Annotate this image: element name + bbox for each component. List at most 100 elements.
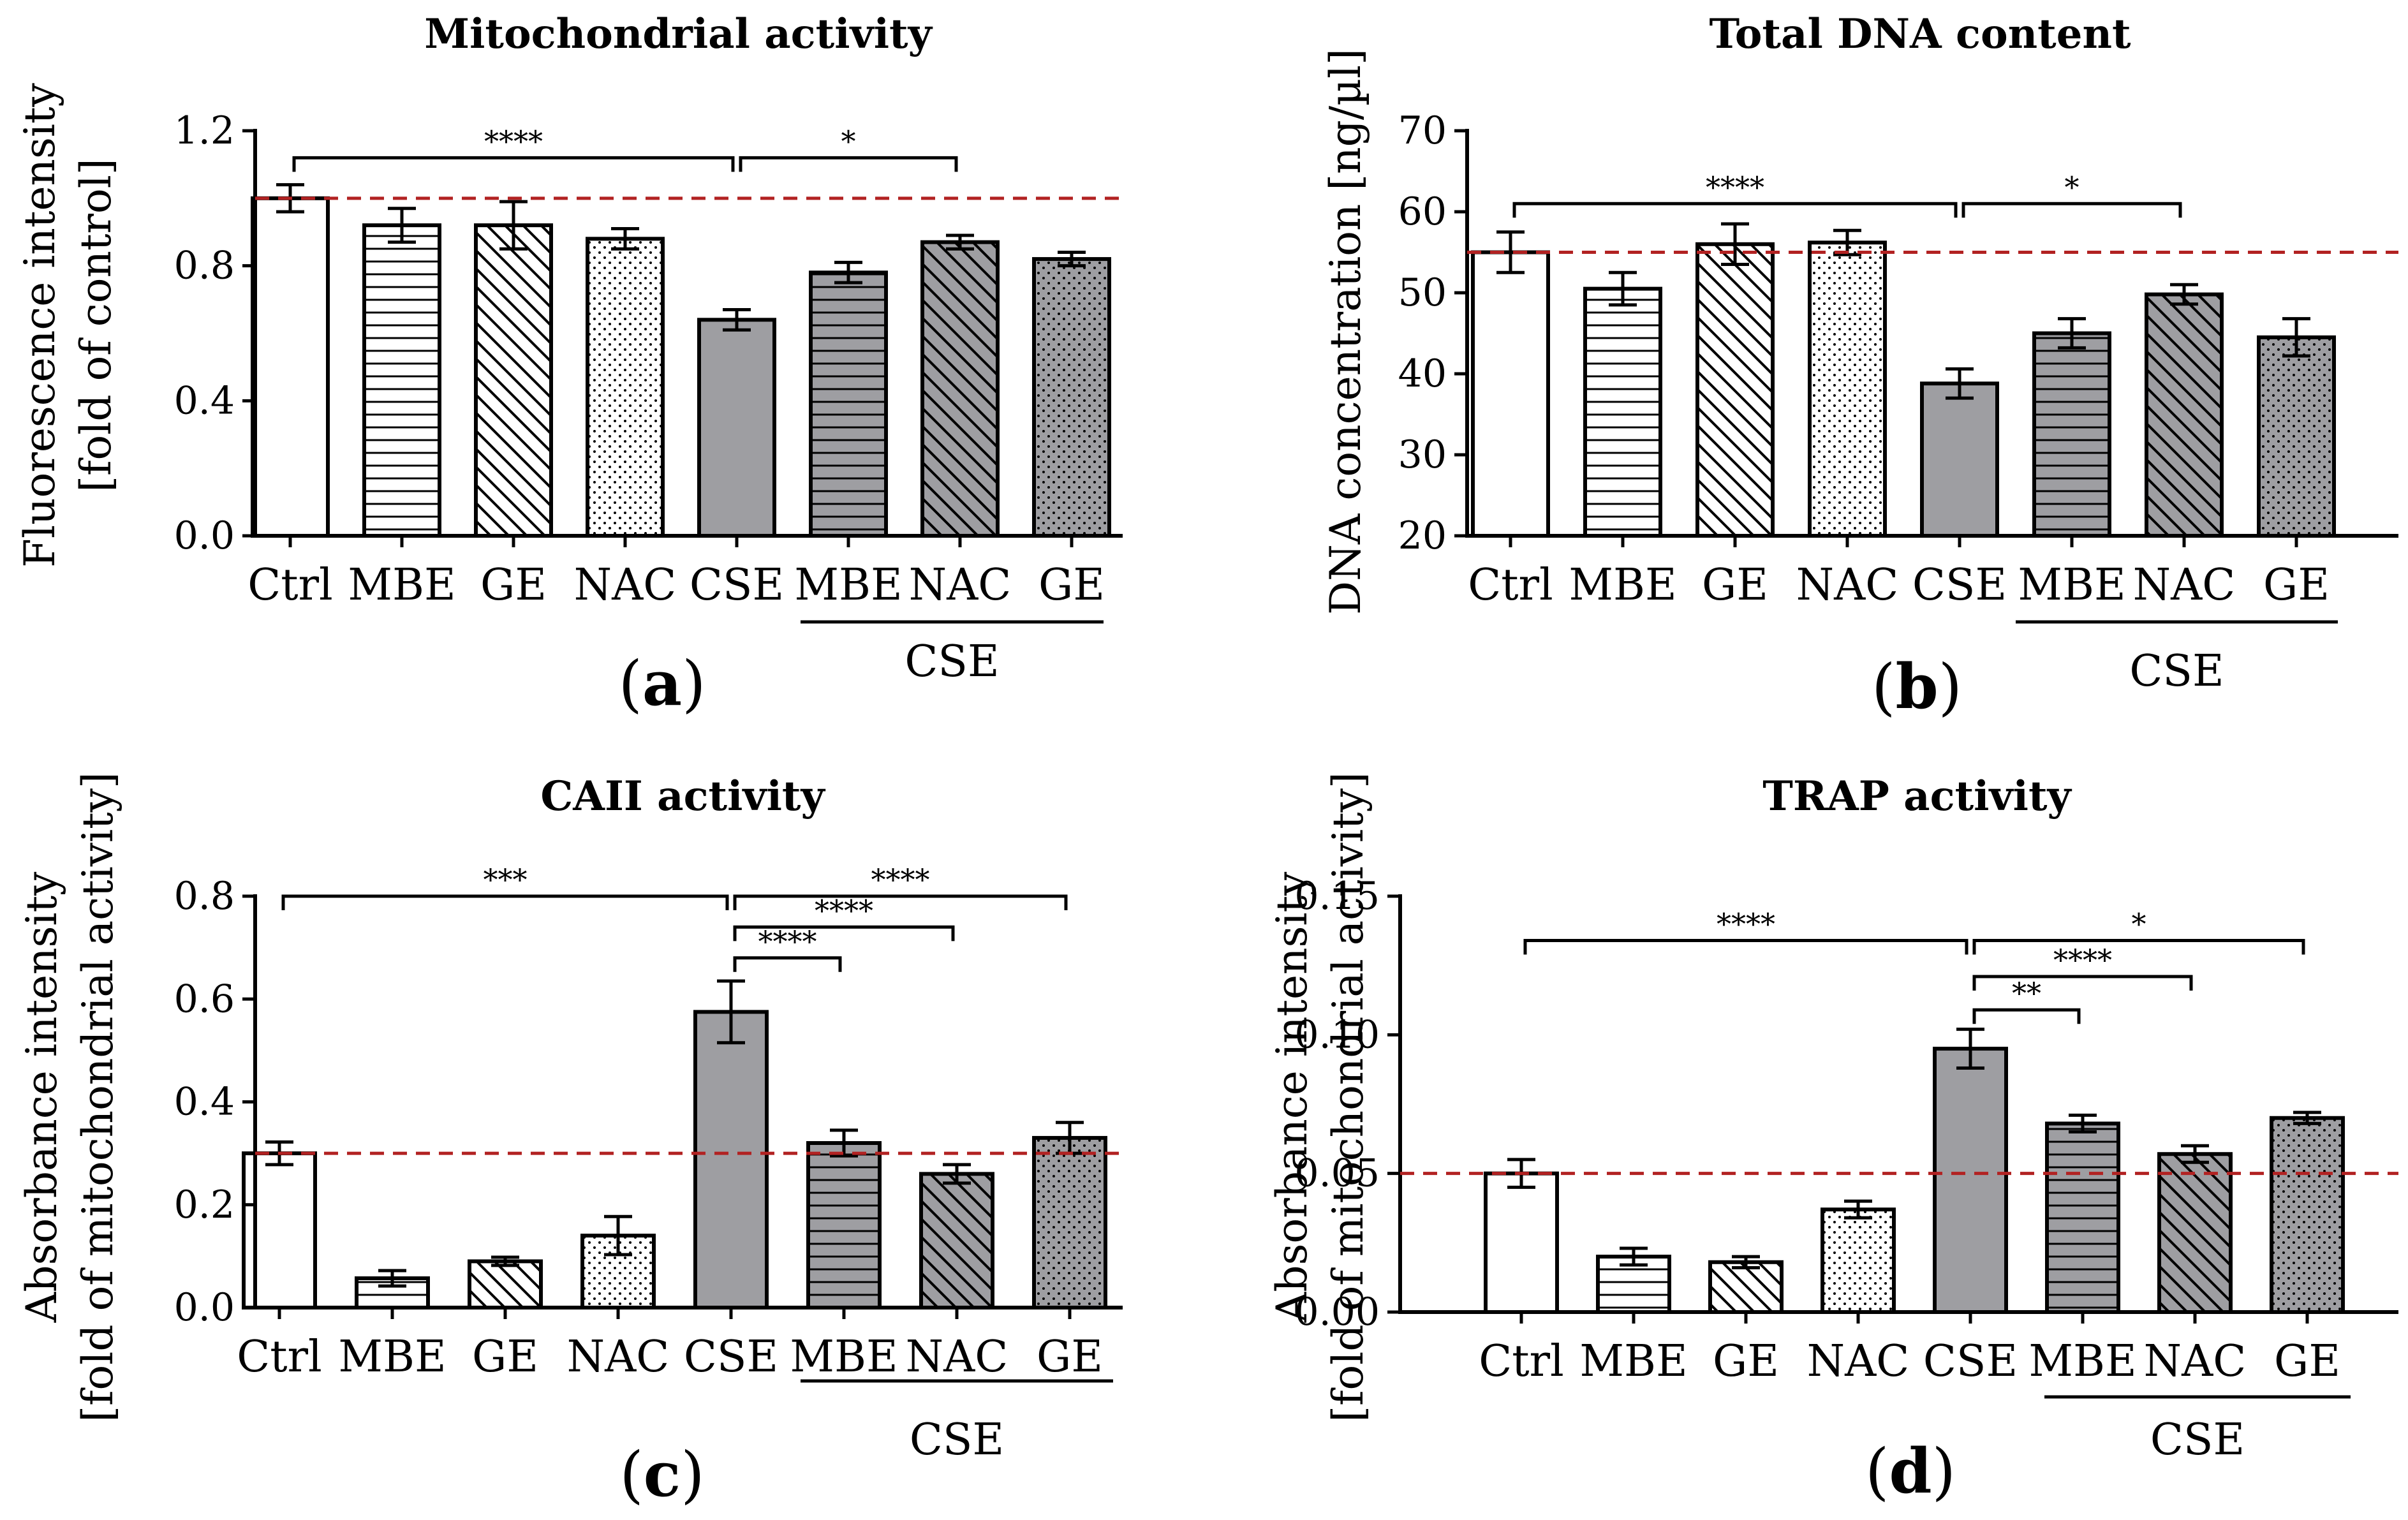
bar-pattern [1710, 1262, 1782, 1312]
x-tick-label: CSE [684, 1332, 778, 1382]
bar-pattern [2159, 1154, 2231, 1312]
x-tick-label: MBE [2028, 1336, 2136, 1387]
bar-pattern [1822, 1209, 1894, 1312]
bar-pattern [2146, 294, 2222, 536]
x-tick-label: NAC [2144, 1336, 2247, 1387]
bar-cse [1935, 1049, 2006, 1312]
bar-cse [1922, 383, 1997, 536]
bar-pattern [808, 1143, 880, 1308]
bar-pattern [364, 225, 439, 536]
bar-ctrl [1473, 252, 1548, 536]
x-tick-label: MBE [338, 1332, 446, 1382]
chart-d-plot: Ctrl MBE GE NAC CSE MBE NAC GE0.000.050.100.15*… [1294, 874, 2398, 1465]
x-tick-label: CSE [1912, 560, 2007, 610]
chart-b-ylabel: DNA concentration [ng/µl] [1321, 48, 1370, 615]
significance-label: *** [484, 862, 528, 897]
bar-pattern [469, 1261, 541, 1308]
chart-d-panel-label: (d) [1865, 1435, 1956, 1507]
chart-panel-c: CAII activity Absorbance intensity [fold… [17, 772, 1123, 1510]
y-tick-label: 0.6 [174, 977, 235, 1021]
significance-bracket [739, 156, 958, 172]
significance-bracket [1512, 202, 1958, 218]
bar-pattern [922, 242, 998, 536]
significance-bracket [281, 894, 729, 910]
chart-b-panel-label: (b) [1872, 651, 1962, 723]
y-tick-label: 60 [1398, 189, 1447, 234]
significance-label: * [2065, 170, 2079, 204]
y-tick-label: 0.8 [174, 874, 235, 919]
bar-cse [695, 1012, 767, 1308]
significance-bracket [733, 956, 842, 972]
x-tick-label: MBE [790, 1332, 897, 1382]
x-tick-label: Ctrl [237, 1332, 322, 1382]
x-tick-label: Ctrl [1479, 1336, 1564, 1387]
chart-a-ylabel-line2: [fold of control] [71, 158, 121, 492]
y-tick-label: 0.00 [1294, 1290, 1380, 1334]
x-tick-label: NAC [2133, 560, 2236, 610]
bar-ctrl [1486, 1173, 1557, 1312]
group-label: CSE [2129, 646, 2224, 697]
bar-pattern [811, 272, 886, 536]
significance-label: **** [2053, 943, 2112, 977]
significance-label: **** [871, 862, 930, 897]
significance-label: **** [815, 893, 873, 927]
bar-pattern [1034, 1137, 1105, 1308]
y-tick-label: 0.8 [174, 244, 235, 288]
x-tick-label: Ctrl [247, 560, 333, 610]
x-tick-label: MBE [1579, 1336, 1687, 1387]
x-tick-label: MBE [2018, 560, 2125, 610]
y-tick-label: 0.10 [1294, 1012, 1380, 1057]
y-tick-label: 0.4 [174, 378, 235, 423]
significance-bracket [292, 156, 735, 172]
chart-a-plot: Ctrl MBE GE NAC CSE MBE NAC GE0.00.40.81.2 **** *… [174, 108, 1123, 687]
bar-pattern [2034, 333, 2109, 536]
x-tick-label: MBE [794, 560, 902, 610]
y-tick-label: 0.0 [174, 513, 235, 558]
bar-pattern [2259, 337, 2334, 536]
x-tick-label: MBE [348, 560, 455, 610]
significance-bracket [1972, 1008, 2081, 1024]
significance-bracket [1523, 939, 1969, 955]
bar-pattern [1697, 244, 1773, 536]
group-label: CSE [910, 1415, 1004, 1465]
bar-pattern [1585, 288, 1660, 536]
chart-c-panel-label: (c) [619, 1438, 704, 1510]
x-tick-label: GE [1037, 1332, 1103, 1382]
x-tick-label: GE [472, 1332, 538, 1382]
y-tick-label: 20 [1398, 513, 1447, 558]
y-tick-label: 0.15 [1294, 874, 1380, 919]
bar-pattern [476, 225, 551, 536]
y-tick-label: 1.2 [174, 108, 235, 153]
significance-label: * [2132, 907, 2146, 941]
bar-pattern [921, 1174, 993, 1308]
significance-bracket [1972, 975, 2193, 991]
y-tick-label: 0.05 [1294, 1151, 1380, 1196]
chart-a-panel-label: (a) [618, 647, 705, 719]
y-tick-label: 0.2 [174, 1183, 235, 1227]
bar-cse [699, 320, 774, 536]
significance-bracket [733, 925, 955, 941]
y-tick-label: 40 [1398, 351, 1447, 396]
chart-c-title: CAII activity [540, 772, 825, 820]
x-tick-label: GE [480, 560, 547, 610]
significance-bracket [1972, 939, 2305, 955]
chart-b-title: Total DNA content [1709, 10, 2131, 58]
significance-label: **** [1717, 907, 1775, 941]
bar-pattern [1810, 242, 1885, 536]
chart-d-title: TRAP activity [1762, 772, 2072, 820]
x-tick-label: CSE [1923, 1336, 2018, 1387]
chart-c-ylabel-line2: [fold of mitochondrial activity] [73, 772, 122, 1422]
chart-c-ylabel-line1: Absorbance intensity [17, 871, 66, 1323]
x-tick-label: NAC [1796, 560, 1899, 610]
x-tick-label: NAC [574, 560, 677, 610]
x-tick-label: NAC [906, 1332, 1008, 1382]
significance-label: **** [758, 924, 817, 959]
y-tick-label: 70 [1398, 108, 1447, 153]
x-tick-label: GE [1702, 560, 1768, 610]
x-tick-label: GE [1038, 560, 1105, 610]
chart-d-ylabel-line2: [fold of mitochondrial activity] [1324, 772, 1373, 1422]
group-label: CSE [2150, 1415, 2245, 1465]
bar-pattern [587, 239, 663, 536]
